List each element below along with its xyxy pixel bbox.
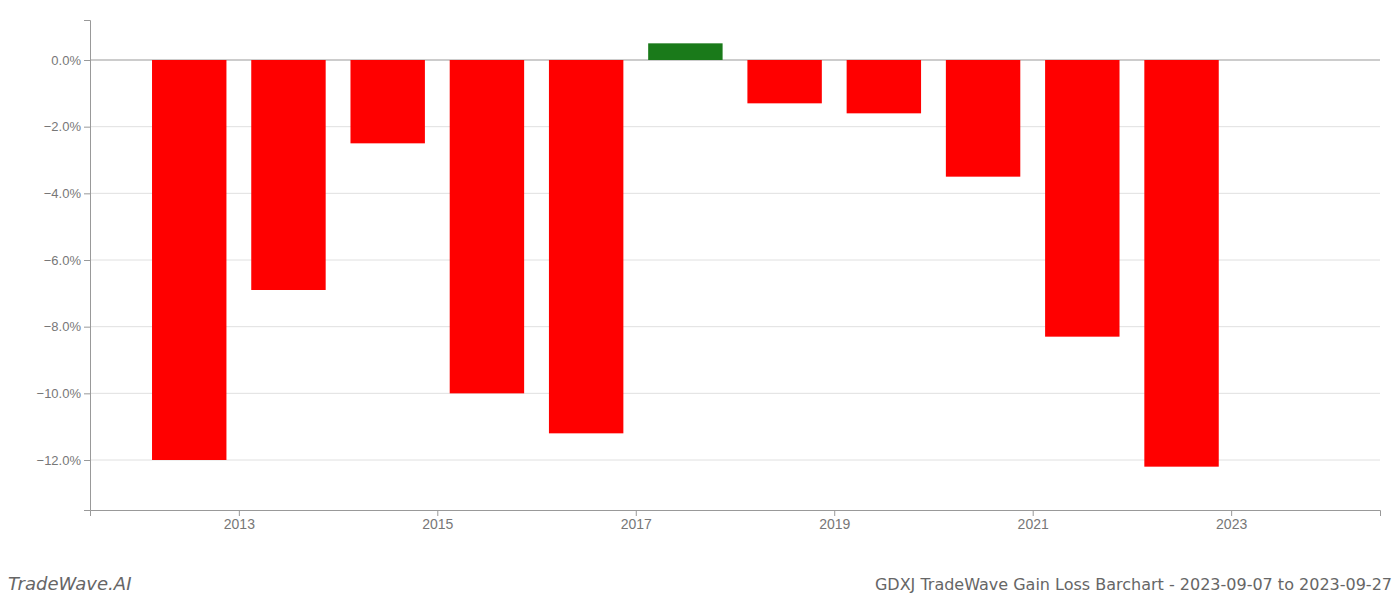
y-tick-mark xyxy=(84,460,90,461)
x-axis-line xyxy=(91,511,1381,517)
bar xyxy=(847,60,921,113)
y-tick-mark xyxy=(84,193,90,194)
y-tick: −10.0% xyxy=(37,386,90,401)
y-axis-line xyxy=(84,21,91,511)
x-tick-label: 2021 xyxy=(1018,516,1049,532)
x-tick-label: 2023 xyxy=(1216,516,1247,532)
x-tick-label: 2013 xyxy=(224,516,255,532)
y-tick-label: −6.0% xyxy=(44,253,82,268)
x-axis: 2013 2015 2017 2019 2021 2023 xyxy=(91,510,1381,532)
y-tick-mark xyxy=(84,327,90,328)
bar xyxy=(1144,60,1218,467)
y-tick-label: −4.0% xyxy=(44,186,82,201)
y-tick-mark xyxy=(84,127,90,128)
y-tick: −8.0% xyxy=(44,319,90,334)
y-tick: −2.0% xyxy=(44,119,90,134)
x-tick: 2023 xyxy=(1216,510,1247,532)
y-tick: 0.0% xyxy=(51,53,90,68)
x-tick-label: 2015 xyxy=(422,516,453,532)
x-tick: 2017 xyxy=(621,510,652,532)
bar xyxy=(152,60,226,460)
x-tick: 2013 xyxy=(224,510,255,532)
y-tick-mark xyxy=(84,260,90,261)
y-tick: −12.0% xyxy=(37,453,90,468)
title: GDXJ TradeWave Gain Loss Barchart - 2023… xyxy=(875,575,1392,594)
y-tick-label: −8.0% xyxy=(44,319,82,334)
y-tick-label: −12.0% xyxy=(37,453,82,468)
chart-root: −12.0% −10.0% −8.0% −6.0% −4.0% −2.0% 0.0% 2013… xyxy=(0,0,1400,600)
y-tick-label: 0.0% xyxy=(51,53,81,68)
x-tick: 2021 xyxy=(1018,510,1049,532)
bar xyxy=(549,60,623,433)
bar xyxy=(648,43,722,60)
plot: −12.0% −10.0% −8.0% −6.0% −4.0% −2.0% 0.0% 2013… xyxy=(37,21,1381,532)
y-tick-mark xyxy=(84,393,90,394)
x-tick-label: 2017 xyxy=(621,516,652,532)
y-tick-label: −10.0% xyxy=(37,386,82,401)
y-tick-mark xyxy=(84,60,90,61)
x-tick: 2015 xyxy=(422,510,453,532)
x-tick: 2019 xyxy=(819,510,850,532)
bar xyxy=(450,60,524,393)
bars xyxy=(152,43,1219,466)
y-tick: −4.0% xyxy=(44,186,90,201)
x-tick-label: 2019 xyxy=(819,516,850,532)
y-tick-label: −2.0% xyxy=(44,119,82,134)
y-axis: −12.0% −10.0% −8.0% −6.0% −4.0% −2.0% 0.0% xyxy=(37,21,91,511)
y-tick: −6.0% xyxy=(44,253,90,268)
bar xyxy=(747,60,821,103)
watermark: TradeWave.AI xyxy=(8,573,131,594)
bar xyxy=(350,60,424,143)
bar xyxy=(1045,60,1119,337)
background xyxy=(0,0,1400,600)
bar xyxy=(251,60,325,290)
bar xyxy=(946,60,1020,177)
